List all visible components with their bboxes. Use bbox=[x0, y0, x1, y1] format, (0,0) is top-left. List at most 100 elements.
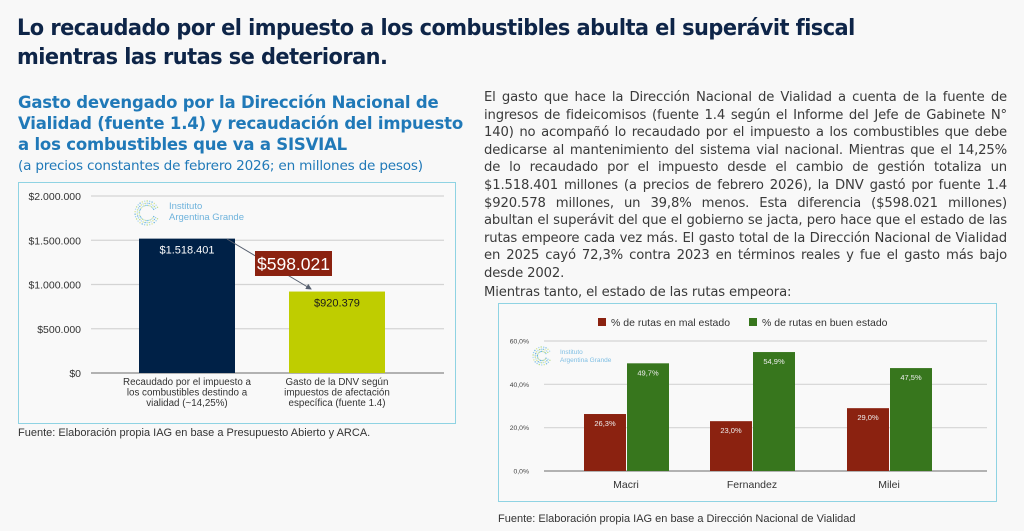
bar-value-label: 47,5% bbox=[900, 373, 922, 382]
logo-dot bbox=[139, 216, 142, 218]
iag-logo: Instituto Argentina Grande bbox=[532, 346, 612, 366]
logo-dot bbox=[137, 209, 139, 211]
logo-dot bbox=[538, 348, 541, 351]
bar bbox=[753, 352, 795, 471]
bar-value-label: $1.518.401 bbox=[159, 245, 214, 257]
logo-dot bbox=[534, 354, 536, 356]
logo-dot bbox=[539, 361, 541, 364]
logo-dot bbox=[545, 350, 548, 352]
logo-dot bbox=[153, 218, 156, 221]
bar bbox=[139, 238, 235, 373]
left-chart-subtitle: (a precios constantes de febrero 2026; e… bbox=[18, 158, 423, 174]
y-tick-label: 20,0% bbox=[510, 425, 529, 432]
logo-dot bbox=[146, 202, 148, 204]
logo-dot bbox=[141, 223, 143, 225]
logo-dot bbox=[149, 200, 151, 202]
bar bbox=[847, 408, 889, 471]
y-tick-label: $0 bbox=[69, 368, 81, 380]
logo-dot bbox=[537, 349, 539, 352]
logo-dot bbox=[542, 348, 544, 350]
logo-dot bbox=[137, 217, 140, 219]
difference-label-bg bbox=[255, 251, 332, 276]
logo-dot bbox=[156, 206, 159, 208]
logo-dot bbox=[541, 359, 543, 362]
logo-dot bbox=[146, 224, 148, 226]
logo-dot bbox=[146, 200, 148, 202]
logo-dot bbox=[139, 214, 141, 217]
logo-dot bbox=[144, 200, 146, 202]
logo-dot bbox=[143, 205, 145, 207]
logo-dot bbox=[142, 221, 144, 223]
logo-dot bbox=[545, 357, 547, 359]
logo-text-line2: Argentina Grande bbox=[169, 212, 244, 223]
logo-dot bbox=[545, 347, 547, 349]
bar-value-label: 49,7% bbox=[637, 368, 659, 377]
logo-dot bbox=[532, 356, 534, 359]
logo-dot bbox=[139, 218, 141, 221]
logo-text-line2: Argentina Grande bbox=[560, 357, 612, 364]
logo-dot bbox=[537, 358, 540, 360]
logo-dot bbox=[152, 217, 154, 219]
x-category-label: impuestos de afectación bbox=[284, 388, 390, 399]
x-category-label: Fernandez bbox=[727, 479, 777, 491]
logo-dot bbox=[150, 218, 153, 220]
logo-dot bbox=[536, 354, 539, 357]
logo-dot bbox=[146, 222, 148, 224]
logo-dot bbox=[543, 359, 545, 361]
x-category-label: Gasto de la DNV según bbox=[286, 377, 389, 388]
logo-dot bbox=[137, 215, 139, 217]
logo-dot bbox=[137, 207, 140, 209]
body-paragraph: El gasto que hace la Dirección Nacional … bbox=[484, 90, 1007, 281]
logo-text-line1: Instituto bbox=[169, 201, 202, 212]
logo-dot bbox=[149, 205, 151, 207]
logo-dot bbox=[148, 221, 150, 224]
logo-dot bbox=[542, 359, 544, 362]
bar-value-label: 26,3% bbox=[594, 419, 616, 428]
logo-dot bbox=[135, 218, 138, 220]
logo-dot bbox=[150, 203, 152, 205]
x-category-label: específica (fuente 1.4) bbox=[289, 398, 386, 409]
logo-dot bbox=[534, 361, 536, 363]
logo-dot bbox=[535, 352, 537, 355]
bar bbox=[289, 291, 385, 373]
logo-dot bbox=[539, 359, 542, 362]
legend-swatch bbox=[749, 318, 757, 326]
logo-dot bbox=[137, 220, 139, 222]
logo-dot bbox=[134, 208, 137, 210]
left-chart-title: Gasto devengado por la Dirección Naciona… bbox=[18, 93, 463, 154]
logo-dot bbox=[535, 348, 538, 350]
headline: Lo recaudado por el impuesto a los combu… bbox=[17, 15, 855, 70]
bar bbox=[627, 363, 669, 471]
logo-dot bbox=[537, 352, 540, 354]
logo-dot bbox=[153, 215, 155, 218]
iag-logo: Instituto Argentina Grande bbox=[134, 200, 244, 226]
logo-dot bbox=[544, 358, 546, 360]
logo-dot bbox=[546, 360, 548, 362]
right-chart-frame: % de rutas en mal estado % de rutas en bu… bbox=[498, 303, 997, 502]
logo-dot bbox=[153, 221, 155, 224]
logo-dot bbox=[136, 211, 138, 213]
logo-dot bbox=[146, 204, 148, 207]
logo-dot bbox=[535, 358, 537, 360]
logo-dot bbox=[538, 346, 540, 349]
bar-value-label: $920.379 bbox=[314, 298, 360, 310]
y-tick-label: 0,0% bbox=[514, 469, 530, 476]
logo-dot bbox=[541, 362, 543, 364]
logo-dot bbox=[153, 202, 155, 205]
logo-dot bbox=[543, 361, 545, 364]
logo-dot bbox=[134, 216, 137, 218]
logo-dot bbox=[150, 221, 152, 223]
logo-dot bbox=[540, 346, 542, 348]
bar-value-label: 54,9% bbox=[763, 357, 785, 366]
logo-dot bbox=[543, 351, 545, 353]
logo-dot bbox=[140, 220, 142, 222]
logo-dot bbox=[138, 211, 141, 213]
left-chart-source: Fuente: Elaboración propia IAG en base a… bbox=[18, 427, 371, 439]
logo-dot bbox=[143, 224, 146, 226]
logo-dot bbox=[537, 353, 539, 355]
logo-dot bbox=[146, 219, 148, 222]
logo-dot bbox=[143, 219, 145, 221]
logo-dot bbox=[140, 207, 143, 209]
logo-dot bbox=[155, 204, 157, 206]
logo-dot bbox=[152, 220, 154, 222]
